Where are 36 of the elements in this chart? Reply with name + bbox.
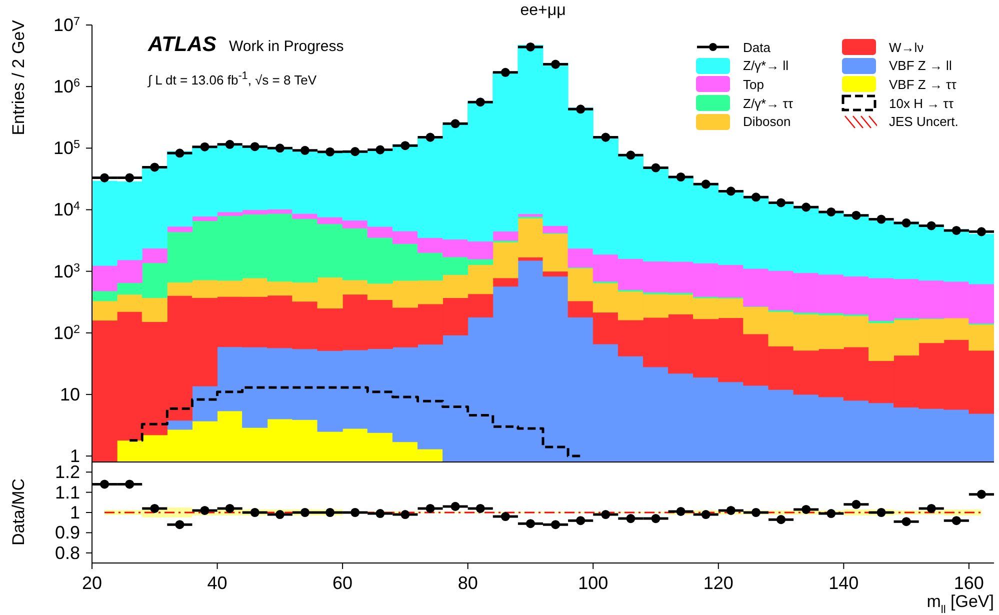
x-tick-label: 140 bbox=[828, 573, 859, 593]
y-tick-label: 0.9 bbox=[54, 522, 80, 543]
y-tick-label: 10 bbox=[60, 384, 80, 404]
legend-label: Top bbox=[743, 76, 764, 92]
y-tick-label: 0.8 bbox=[54, 542, 80, 563]
annotation: ∫ L dt = 13.06 fb$^{-1}$, √s = 8 TeV bbox=[148, 70, 317, 88]
y-tick-label: 10$^{2}$ bbox=[53, 322, 80, 343]
x-tick-label: 120 bbox=[703, 573, 734, 593]
legend-label: Data bbox=[743, 40, 770, 55]
x-tick-label: 60 bbox=[332, 573, 353, 593]
y-tick-label: 10$^{6}$ bbox=[53, 76, 80, 97]
legend-label: JES Uncert. bbox=[889, 114, 958, 130]
legend-label: Diboson bbox=[743, 114, 791, 130]
x-tick-label: 80 bbox=[458, 573, 478, 593]
y-tick-label: 1.1 bbox=[54, 482, 80, 502]
legend-label: VBF Z → ll bbox=[889, 58, 952, 74]
x-tick-label: 20 bbox=[82, 573, 102, 593]
y-tick-label: 10$^{3}$ bbox=[53, 260, 80, 282]
y-axis-title: Entries / 2 GeV bbox=[9, 19, 28, 136]
legend-label: VBF Z → ττ bbox=[889, 76, 956, 92]
legend-label: W→lν bbox=[889, 40, 924, 55]
legend-label: 10x H → ττ bbox=[889, 96, 954, 111]
x-tick-label: 100 bbox=[578, 573, 608, 593]
annotation: Work in Progress bbox=[229, 38, 344, 55]
y-tick-label: 10$^{5}$ bbox=[53, 138, 80, 158]
legend-label: Z/γ*→ ττ bbox=[743, 96, 793, 111]
x-tick-label: 40 bbox=[207, 573, 228, 593]
chart-title: ee+μμ bbox=[519, 2, 567, 20]
y-tick-label: 10$^{4}$ bbox=[53, 199, 80, 220]
x-tick-label: 160 bbox=[954, 573, 984, 593]
y-tick-label: 1 bbox=[70, 502, 80, 522]
y-tick-label: 10$^{7}$ bbox=[53, 14, 80, 35]
x-axis-title: m$_{ll}$ [GeV] bbox=[926, 592, 994, 615]
y-axis-title: Data/MC bbox=[9, 478, 28, 546]
legend-label: Z/γ*→ ll bbox=[743, 58, 788, 74]
annotation: ATLAS bbox=[148, 33, 216, 57]
